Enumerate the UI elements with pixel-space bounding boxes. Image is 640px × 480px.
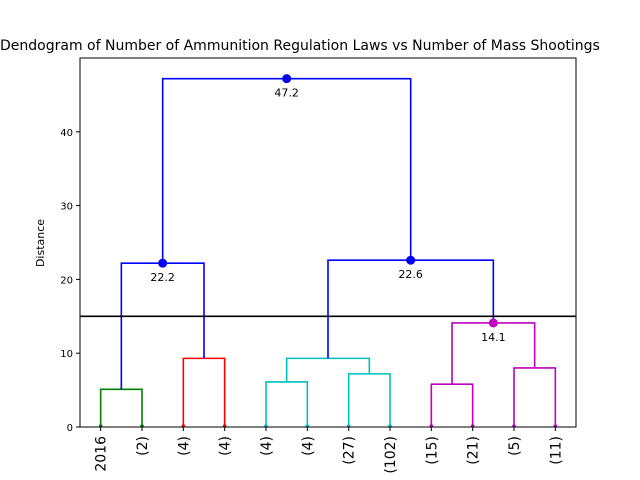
x-tick-label: (21): [466, 436, 482, 465]
node-annotations: 22.2 22.6 14.1 47.2: [150, 74, 506, 344]
x-tick-label: (15): [424, 436, 440, 465]
y-tick-label: 0: [67, 423, 73, 434]
x-tick-label: (27): [342, 436, 358, 465]
x-tick-label: (4): [218, 436, 234, 456]
y-tick-label: 30: [60, 202, 73, 213]
y-axis-ticks: 0 10 20 30 40: [60, 128, 80, 434]
node-marker: [282, 74, 292, 84]
dendrogram-links: [99, 77, 557, 427]
node-distance-label: 22.2: [150, 271, 175, 284]
y-tick-label: 20: [60, 275, 73, 286]
dendrogram-link: [285, 357, 371, 382]
node-marker: [406, 255, 416, 265]
dendrogram-link: [265, 381, 309, 427]
dendrogram-link: [347, 373, 391, 427]
node-distance-label: 14.1: [481, 331, 506, 344]
dendrogram-link: [182, 357, 226, 427]
x-tick-label: (11): [548, 436, 564, 465]
x-tick-label: (4): [300, 436, 316, 456]
x-tick-label: 2016: [94, 436, 110, 472]
dendrogram-link: [161, 77, 412, 264]
chart-title: Dendogram of Number of Ammunition Regula…: [0, 38, 600, 54]
node-marker: [158, 258, 168, 268]
y-tick-label: 10: [60, 349, 73, 360]
plot-frame: [79, 57, 577, 428]
dendrogram-link: [99, 388, 143, 427]
y-tick-label: 40: [60, 128, 73, 139]
node-marker: [488, 318, 498, 328]
y-axis-label: Distance: [34, 219, 47, 267]
x-tick-label: (5): [507, 436, 523, 456]
dendrogram-link: [513, 367, 557, 427]
node-distance-label: 22.6: [398, 268, 423, 281]
x-tick-label: (102): [383, 436, 399, 474]
x-tick-label: (4): [176, 436, 192, 456]
x-tick-label: (2): [135, 436, 151, 456]
x-tick-label: (4): [259, 436, 275, 456]
dendrogram-link: [430, 383, 474, 427]
node-distance-label: 47.2: [274, 87, 299, 100]
x-axis-ticks: 2016 (2) (4) (4) (4) (4) (27) (102) (15) (21) (5) (…: [94, 427, 564, 474]
